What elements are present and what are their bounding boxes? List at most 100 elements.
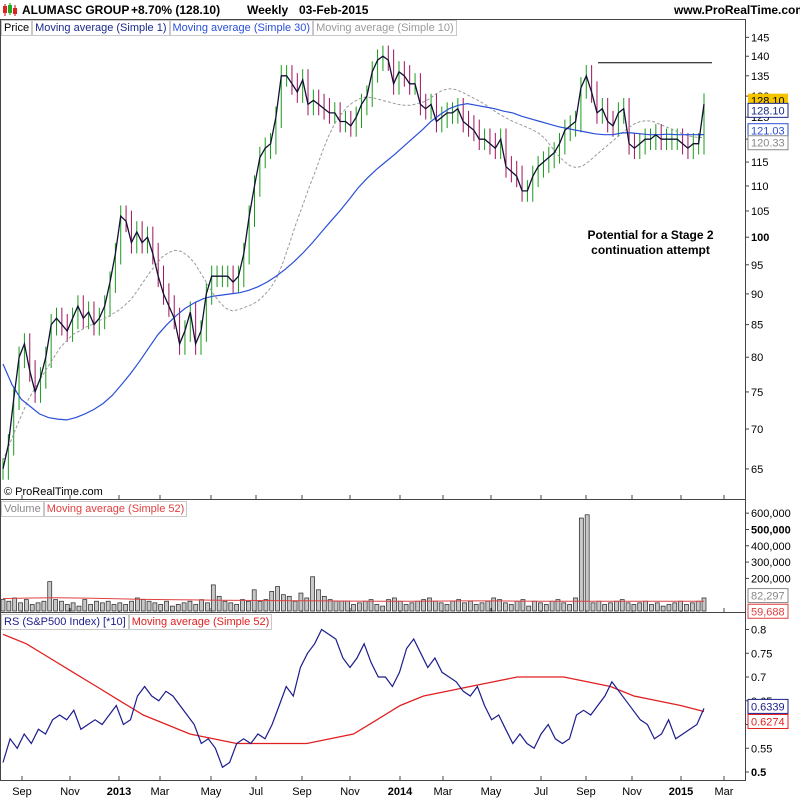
volume-bar (152, 602, 158, 612)
volume-bar (555, 599, 561, 612)
volume-bar (491, 597, 497, 612)
volume-bar (210, 584, 216, 612)
copyright: © ProRealTime.com (4, 486, 103, 498)
volume-bar (304, 597, 310, 612)
volume-bar (368, 599, 374, 612)
ma1-line (2, 55, 705, 470)
legend-ma10[interactable]: Moving average (Simple 10) (313, 20, 457, 36)
x-axis-label: Nov (622, 786, 642, 798)
badge-rs-bg (747, 698, 789, 714)
volume-bar (625, 602, 631, 612)
volume-bar (135, 597, 140, 612)
volume-bar (356, 602, 362, 612)
volume-bar (117, 602, 123, 612)
legend-rs-ma[interactable]: Moving average (Simple 52) (128, 614, 273, 630)
volume-bar (275, 586, 280, 612)
volume-bar (689, 602, 695, 612)
price-axis-label: 115 (751, 157, 769, 169)
volume-bar (392, 597, 397, 612)
volume-bar (88, 604, 93, 612)
volume-bar (94, 600, 99, 612)
volume-bar (573, 597, 578, 612)
volume-bar (345, 600, 351, 612)
instrument-name: ALUMASC GROUP (22, 3, 130, 17)
volume-bar (193, 604, 199, 612)
volume-bar (578, 517, 584, 612)
badge-rs: 0.6339 (751, 701, 785, 713)
volume-bar (409, 602, 415, 612)
volume-bar (70, 602, 76, 612)
volume-bar (281, 594, 286, 612)
x-axis-label: Sep (12, 786, 32, 798)
price-axis-label: 70 (751, 424, 763, 436)
volume-bar (240, 599, 245, 612)
legend-price[interactable]: Price (1, 20, 33, 36)
volume-bar (269, 591, 275, 612)
x-axis-label: 2015 (669, 786, 693, 798)
x-axis-label: Jul (534, 786, 548, 798)
legend-rs[interactable]: RS (S&P500 Index) [*10] (1, 614, 129, 630)
legend-volume-ma[interactable]: Moving average (Simple 52) (43, 501, 188, 517)
annotation-line-2: continuation attempt (591, 243, 710, 257)
x-axis-label: 2014 (388, 786, 413, 798)
badge-volume-ma: 59,688 (751, 606, 785, 618)
volume-bar (467, 600, 473, 612)
x-axis-label: Sep (292, 786, 312, 798)
x-axis-label: Mar (715, 786, 734, 798)
volume-bar (327, 599, 333, 612)
price-axis-label: 85 (751, 320, 763, 332)
volume-bar (47, 581, 53, 612)
legend-ma30[interactable]: Moving average (Simple 30) (169, 20, 314, 36)
legend-volume[interactable]: Volume (1, 501, 44, 517)
volume-bar (24, 599, 29, 612)
volume-bar (479, 602, 485, 612)
date: 03-Feb-2015 (299, 3, 369, 17)
volume-bar (672, 602, 678, 612)
price-panel-frame (0, 19, 746, 500)
volume-bar (631, 604, 637, 612)
legend-ma1[interactable]: Moving average (Simple 1) (32, 20, 170, 36)
badge-ma10: 120.33 (751, 138, 785, 150)
volume-bar (532, 600, 537, 612)
volume-bar (608, 602, 613, 612)
volume-bar (333, 600, 339, 612)
price-axis-label: 75 (751, 387, 763, 399)
volume-bar (514, 600, 520, 612)
volume-bar (584, 514, 590, 612)
x-axis-label: May (201, 786, 222, 798)
volume-bar (6, 600, 12, 612)
volume-bar (380, 605, 386, 612)
volume-bar (216, 595, 222, 612)
volume-bar (643, 600, 648, 612)
ma10-line (2, 88, 705, 461)
volume-bar (590, 602, 596, 612)
price-axis-label: 135 (751, 71, 769, 83)
volume-bar (666, 604, 672, 612)
price-axis-label: 110 (751, 181, 769, 193)
candlestick-logo-icon (3, 3, 17, 16)
volume-bar (99, 602, 105, 612)
volume-bar (421, 599, 426, 612)
volume-axis-label: 300,000 (751, 557, 791, 569)
volume-bar (503, 602, 508, 612)
price-axis-label: 105 (751, 206, 769, 218)
price-axis-label: 80 (751, 352, 763, 364)
x-axis-label: 2013 (107, 786, 131, 798)
volume-axis-label: 500,000 (751, 524, 791, 536)
x-axis-label: Sep (576, 786, 596, 798)
rs-axis-label: 0.75 (751, 648, 772, 660)
volume-bar (473, 604, 479, 612)
badge-rs-ma: 0.6274 (751, 716, 785, 728)
volume-bar (246, 600, 251, 612)
volume-bar (146, 600, 152, 612)
volume-bar (0, 599, 6, 612)
volume-bar (549, 600, 555, 612)
badge-volume: 82,297 (751, 591, 785, 603)
volume-bar (175, 604, 181, 612)
volume-bar (82, 599, 88, 612)
badge-volume-ma-bg (747, 603, 789, 619)
site-link[interactable]: www.ProRealTime.com (674, 3, 800, 17)
badge-ma1: 128.10 (751, 105, 785, 117)
volume-axis-label: 600,000 (751, 508, 791, 520)
